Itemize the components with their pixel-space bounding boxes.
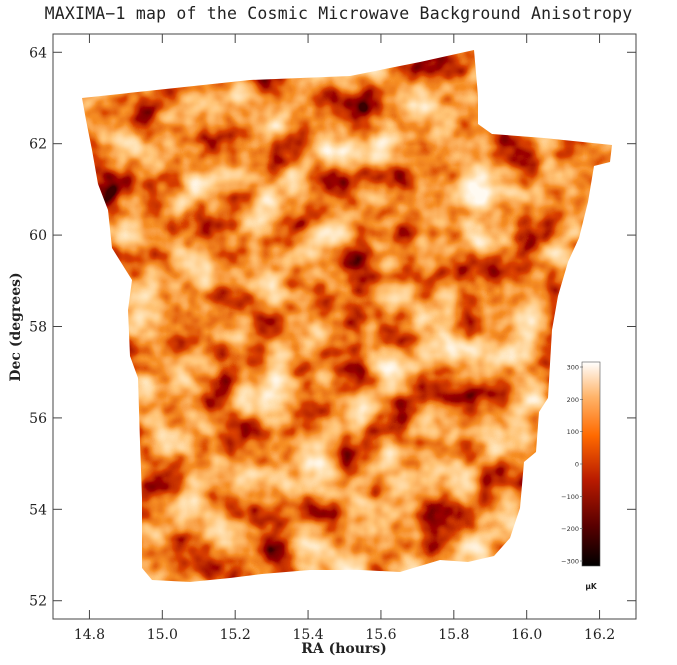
y-tick-label: 64 <box>29 45 47 61</box>
y-tick-label: 58 <box>29 320 47 336</box>
y-tick-label: 62 <box>29 137 47 153</box>
colorbar-tick-label: 200 <box>567 396 579 404</box>
y-tick-label: 52 <box>29 594 47 610</box>
colorbar-gradient <box>581 361 601 567</box>
x-tick-label: 15.8 <box>438 627 469 643</box>
y-tick-label: 56 <box>29 411 47 427</box>
x-axis-title: RA (hours) <box>301 641 387 657</box>
colorbar-tick-label: 0 <box>575 461 579 469</box>
x-axis: 14.8 15.0 15.2 15.4 15.6 15.8 16.0 16.2 <box>74 34 615 643</box>
colorbar-ticks: 300 200 100 0 −100 −200 −300 <box>561 364 583 566</box>
chart-title: MAXIMA−1 map of the Cosmic Microwave Bac… <box>44 4 633 23</box>
sky-map <box>82 50 612 582</box>
colorbar-tick-label: 100 <box>567 428 579 436</box>
x-tick-label: 14.8 <box>74 627 105 643</box>
y-tick-label: 60 <box>29 228 47 244</box>
colorbar-unit: μK <box>585 582 598 591</box>
colorbar-tick-label: 300 <box>567 364 579 372</box>
y-axis-title: Dec (degrees) <box>8 272 24 381</box>
colorbar-tick-label: −100 <box>561 493 579 501</box>
colorbar: 300 200 100 0 −100 −200 −300 μK <box>561 361 601 591</box>
y-axis: 52 54 56 58 60 62 64 <box>29 45 636 610</box>
colorbar-tick-label: −300 <box>561 558 579 566</box>
colorbar-tick-label: −200 <box>561 525 579 533</box>
x-tick-label: 15.2 <box>220 627 251 643</box>
x-tick-label: 16.0 <box>511 627 542 643</box>
x-tick-label: 15.6 <box>365 627 396 643</box>
x-tick-label: 15.4 <box>292 627 323 643</box>
x-tick-label: 15.0 <box>147 627 178 643</box>
x-tick-label: 16.2 <box>584 627 615 643</box>
y-tick-label: 54 <box>29 502 47 518</box>
